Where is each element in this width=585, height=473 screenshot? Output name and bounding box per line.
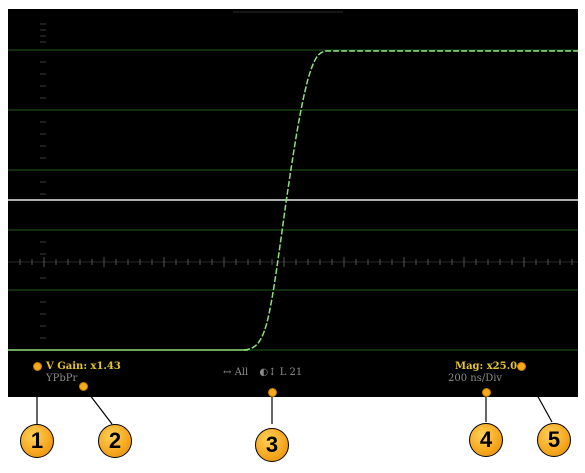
callout-4: 4 bbox=[469, 423, 503, 457]
magnification-readout: Mag: x25.0 bbox=[455, 361, 518, 372]
callout-marker-5 bbox=[517, 362, 526, 371]
callout-2: 2 bbox=[98, 424, 132, 458]
horizontal-mode-readout: ↔ All ◐↕ L 21 bbox=[223, 368, 302, 378]
color-space-readout: YPbPr bbox=[46, 373, 78, 384]
center-axis bbox=[8, 257, 578, 267]
callout-marker-3 bbox=[268, 388, 277, 397]
callout-marker-4 bbox=[482, 388, 491, 397]
callout-3: 3 bbox=[255, 428, 289, 462]
waveform-trace bbox=[243, 50, 578, 351]
line-value: L 21 bbox=[279, 367, 303, 378]
callout-5: 5 bbox=[537, 423, 571, 457]
line-select-icon: ◐↕ bbox=[259, 367, 277, 378]
callout-marker-1 bbox=[33, 362, 42, 371]
waveform-display bbox=[8, 9, 578, 397]
time-scale-readout: 200 ns/Div bbox=[448, 373, 503, 384]
waveform-graticule bbox=[8, 11, 578, 351]
v-gain-readout: V Gain: x1.43 bbox=[46, 361, 121, 372]
callout-1: 1 bbox=[20, 424, 54, 458]
horizontal-arrows-icon: ↔ bbox=[223, 367, 232, 378]
horizontal-mode-value: All bbox=[234, 367, 249, 378]
left-ticks bbox=[40, 23, 46, 339]
callout-marker-2 bbox=[79, 382, 88, 391]
